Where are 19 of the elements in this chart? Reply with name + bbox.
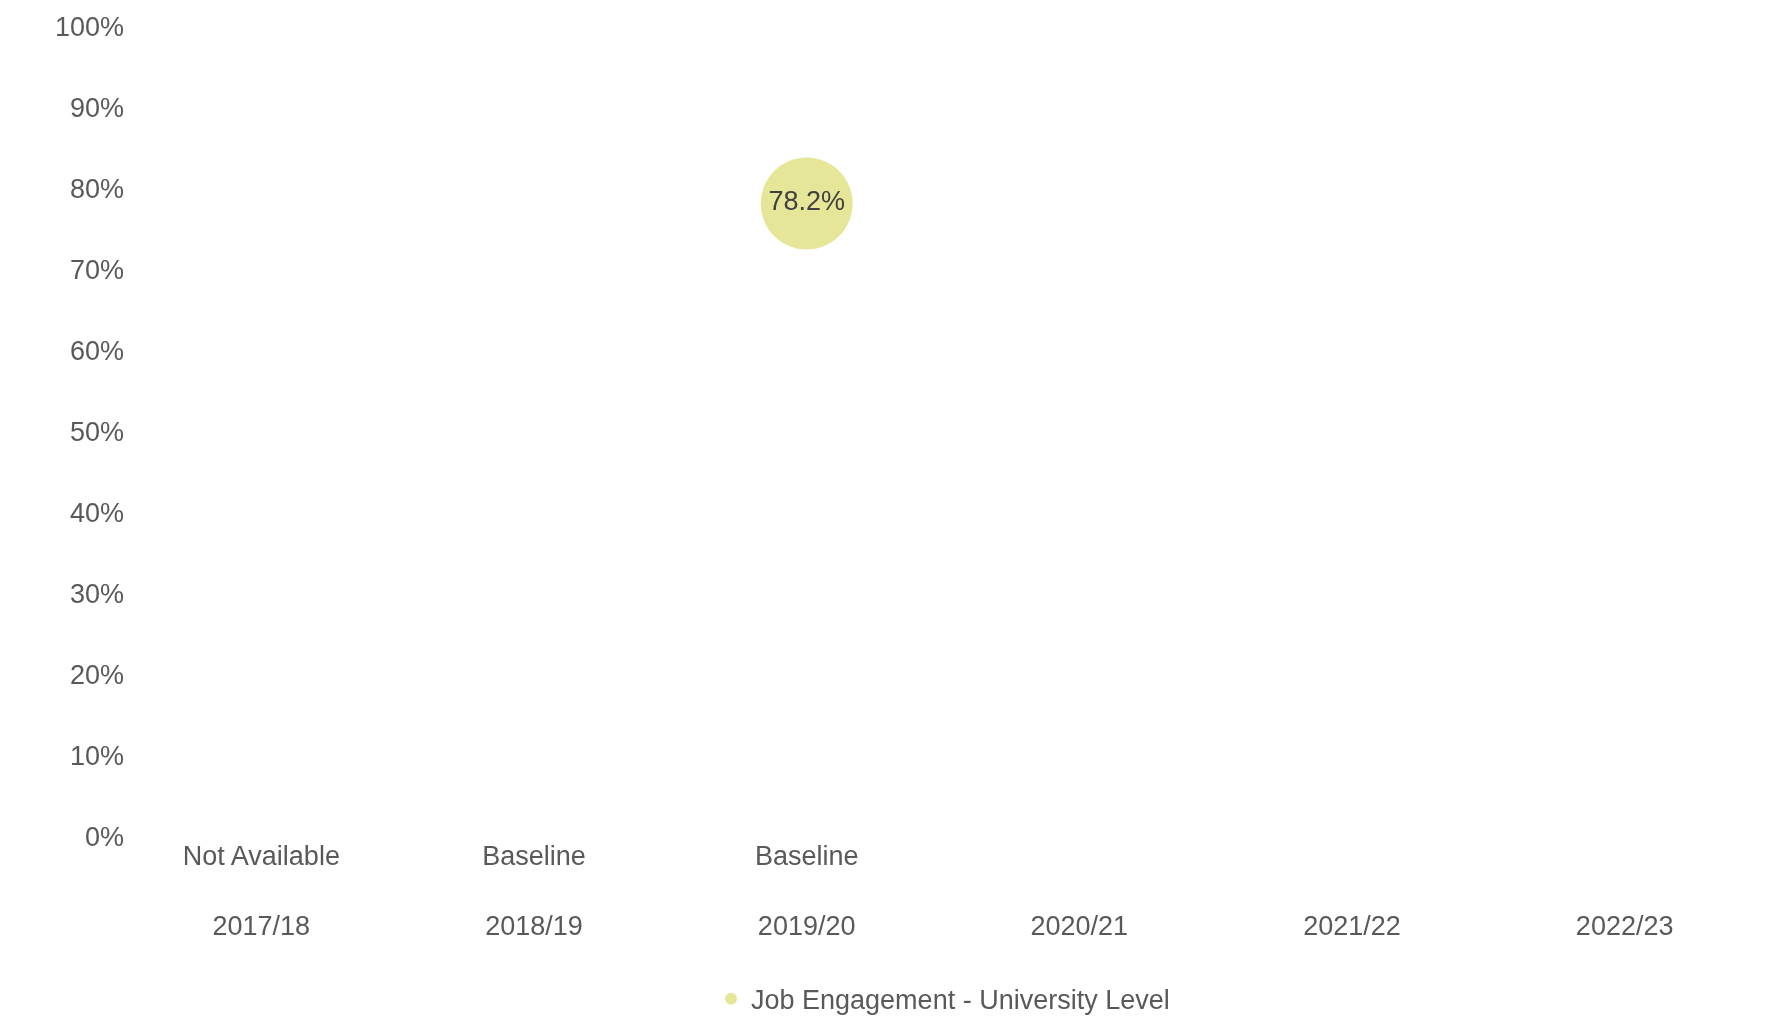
category-label: Baseline 2018/19 [482, 841, 586, 942]
y-tick-label: 60% [69, 336, 124, 367]
x-tick-label: 2020/21 [1030, 911, 1129, 942]
category-label: Not Available 2017/18 [182, 841, 340, 942]
y-tick-label: 80% [69, 174, 124, 205]
y-tick-label: 90% [69, 93, 124, 124]
x-tick-label: 2022/23 [1575, 911, 1674, 942]
category-label: Baseline 2019/20 [754, 841, 859, 942]
y-tick-label: 100% [54, 12, 124, 43]
data-label: 78.2% [768, 186, 845, 217]
legend-label: Job Engagement - University Level [751, 985, 1170, 1016]
y-tick-label: 20% [69, 660, 124, 691]
y-tick-label: 0% [84, 822, 124, 853]
y-tick-label: 50% [69, 417, 124, 448]
y-tick-label: 30% [69, 579, 124, 610]
x-tick-label: 2021/22 [1303, 911, 1401, 942]
y-tick-label: 40% [69, 498, 124, 529]
y-tick-label: 70% [69, 255, 124, 286]
y-tick-label: 10% [69, 741, 124, 772]
